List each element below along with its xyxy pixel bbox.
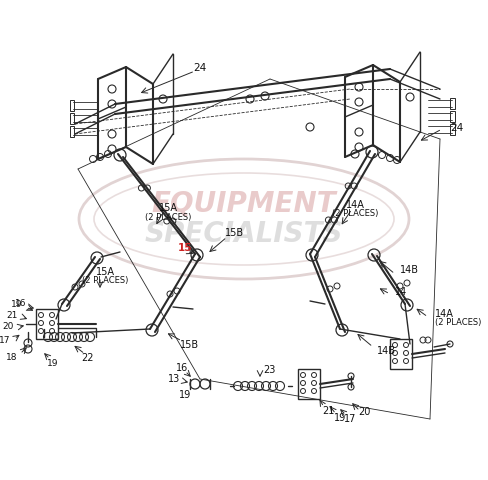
- Bar: [297, 369, 319, 399]
- Text: 20: 20: [357, 406, 369, 416]
- Bar: [36, 309, 58, 339]
- Text: 15B: 15B: [225, 228, 244, 238]
- Text: 19: 19: [10, 300, 22, 309]
- Text: 13: 13: [167, 373, 180, 383]
- Text: 15A: 15A: [158, 203, 177, 213]
- Text: 23: 23: [263, 364, 275, 374]
- Text: 14A: 14A: [434, 308, 453, 318]
- Text: 17: 17: [0, 336, 10, 345]
- Text: 21: 21: [7, 311, 18, 320]
- Text: 15: 15: [177, 242, 192, 252]
- Text: 19: 19: [333, 412, 346, 422]
- Text: SPECIALISTS: SPECIALISTS: [144, 219, 343, 248]
- Text: 14: 14: [394, 287, 407, 296]
- Text: 19: 19: [179, 389, 191, 399]
- Text: 17: 17: [343, 413, 355, 423]
- Bar: [70, 114, 74, 125]
- Bar: [70, 127, 74, 138]
- Text: (2 PLACES): (2 PLACES): [434, 318, 480, 327]
- Bar: [70, 101, 74, 112]
- Text: 24: 24: [193, 63, 206, 73]
- Text: (2 PLACES): (2 PLACES): [144, 213, 191, 222]
- Bar: [449, 99, 454, 110]
- Text: EQUIPMENT: EQUIPMENT: [151, 190, 336, 217]
- Text: (2 PLACES): (2 PLACES): [331, 209, 377, 218]
- Text: 15B: 15B: [180, 339, 199, 349]
- Text: 21: 21: [321, 405, 333, 415]
- Text: 20: 20: [2, 322, 14, 331]
- Text: 22: 22: [81, 352, 94, 362]
- Text: 18: 18: [5, 353, 17, 362]
- Bar: [389, 339, 411, 369]
- Bar: [449, 112, 454, 123]
- Text: 19: 19: [47, 359, 59, 368]
- Text: 14B: 14B: [376, 345, 395, 355]
- Text: 14B: 14B: [399, 264, 418, 275]
- Text: 16: 16: [15, 299, 26, 308]
- Text: 16: 16: [176, 362, 188, 372]
- Text: 14A: 14A: [345, 200, 364, 210]
- Text: (2 PLACES): (2 PLACES): [81, 276, 128, 285]
- Bar: [449, 125, 454, 136]
- Text: 15A: 15A: [95, 266, 114, 276]
- Text: 24: 24: [449, 123, 462, 133]
